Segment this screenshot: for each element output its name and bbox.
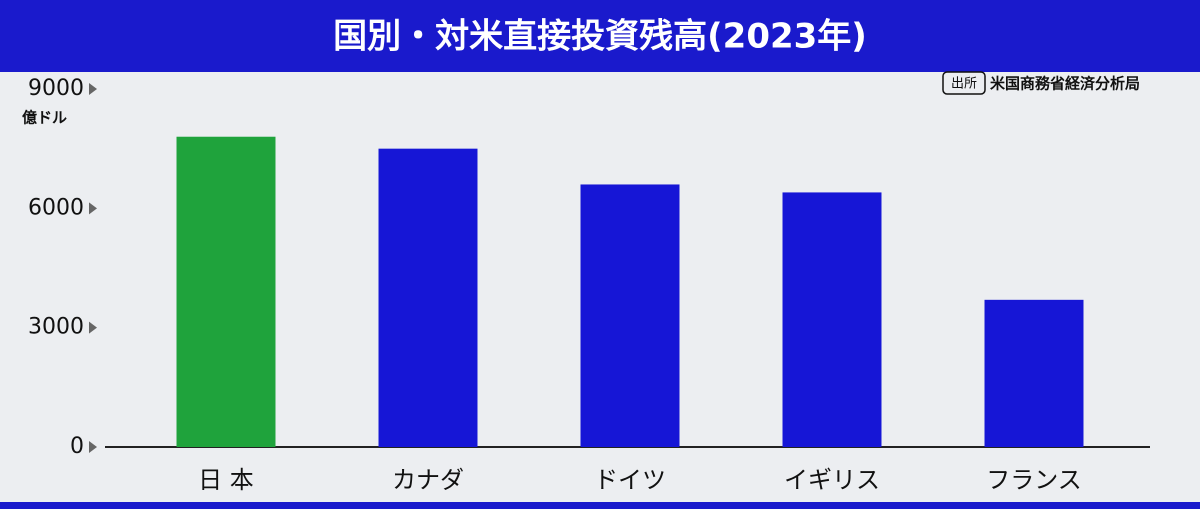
x-tick-label: イギリス: [784, 466, 880, 494]
tick-arrow: [89, 83, 97, 95]
tick-arrow: [89, 441, 97, 453]
source-label: 出所: [951, 77, 977, 92]
bar: [782, 192, 882, 447]
bar: [176, 136, 276, 447]
x-tick-label: ドイツ: [594, 466, 666, 494]
y-tick-label: 3000: [28, 315, 84, 340]
y-tick-label: 9000: [28, 76, 84, 101]
y-tick-label: 6000: [28, 195, 84, 220]
source: 米国商務省経済分析局: [990, 75, 1140, 93]
tick-arrow: [89, 202, 97, 215]
bar: [984, 299, 1084, 447]
x-tick-label: 日 本: [198, 466, 254, 494]
tick-arrow: [89, 321, 97, 334]
y-tick-label: 0: [70, 434, 84, 459]
source-box: [942, 71, 986, 95]
chart-title: 国別・対米直接投資残高(2023年): [333, 17, 867, 57]
x-tick-label: フランス: [986, 466, 1082, 494]
x-tick-label: カナダ: [392, 466, 464, 494]
bar: [580, 184, 680, 447]
y-unit: 億ドル: [22, 109, 67, 127]
bar: [378, 148, 478, 447]
